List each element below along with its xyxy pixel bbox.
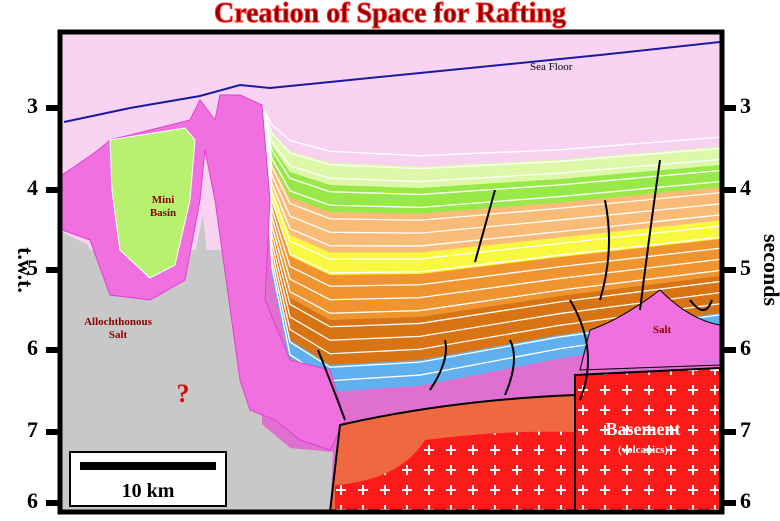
mini-basin [109, 127, 196, 279]
strata-line [261, 108, 720, 301]
strata-line [261, 105, 720, 183]
tick-label: 3 [740, 93, 751, 118]
tick-label: 3 [27, 93, 38, 118]
tick-mark [722, 105, 736, 111]
scale-bar [80, 462, 216, 470]
tick-label: 7 [740, 417, 751, 442]
basement-right [574, 366, 720, 510]
volcanics-label: (volcanics) [618, 444, 668, 456]
fault [639, 159, 661, 311]
strata-line [261, 107, 720, 247]
allochthonous-label: Allochthonous [84, 316, 153, 328]
tick-mark [722, 500, 736, 506]
strata-line [261, 106, 720, 196]
strata-line [261, 108, 720, 287]
tick-mark [722, 267, 736, 273]
salt-core [222, 98, 262, 160]
fault [317, 349, 346, 421]
fault [689, 299, 713, 311]
strata-line [261, 106, 720, 221]
allochthonous-label: Salt [109, 329, 128, 341]
question-mark: ? [177, 379, 190, 408]
right-axis-label: seconds [759, 234, 780, 307]
mini-basin-label: Basin [150, 207, 176, 219]
fault [474, 189, 496, 263]
fault [504, 339, 515, 396]
tick-mark [722, 347, 736, 353]
title: Creation of Space for Rafting [214, 0, 566, 29]
tick-label: 4 [27, 175, 38, 200]
fault [599, 199, 610, 301]
tick-label: 5 [740, 255, 751, 280]
tick-label: 6 [27, 488, 38, 513]
section-body [62, 34, 720, 510]
basement-label: Basement [606, 419, 681, 439]
tick-mark [722, 187, 736, 193]
strata-line [261, 105, 720, 170]
fault [569, 299, 589, 401]
tick-label: 6 [27, 335, 38, 360]
tick-label: 5 [27, 255, 38, 280]
basement-mid [335, 431, 575, 510]
scale-label: 10 km [122, 480, 175, 502]
sea-floor [63, 41, 720, 123]
salt-right [579, 289, 720, 371]
strata-line [261, 107, 720, 274]
strata-line [261, 108, 720, 314]
sea-floor-label: Sea Floor [530, 61, 573, 73]
tick-label: 6 [740, 335, 751, 360]
salt-label: Salt [653, 324, 672, 336]
strata-line [261, 104, 720, 157]
strata-line [261, 107, 720, 260]
mini-basin-label: Mini [152, 194, 175, 206]
fault [429, 339, 447, 391]
tick-mark [46, 500, 60, 506]
strata-line [261, 106, 720, 209]
grey-rock [62, 215, 333, 510]
tick-label: 7 [27, 417, 38, 442]
tick-mark [46, 267, 60, 273]
tick-mark [46, 347, 60, 353]
tick-mark [46, 187, 60, 193]
left-axis-label: t.w.t. [13, 247, 38, 293]
scale-box [69, 451, 227, 507]
tick-label: 4 [740, 175, 751, 200]
tick-mark [722, 429, 736, 435]
tick-mark [46, 429, 60, 435]
strata-line [261, 106, 720, 234]
tick-mark [46, 105, 60, 111]
tick-label: 6 [740, 488, 751, 513]
